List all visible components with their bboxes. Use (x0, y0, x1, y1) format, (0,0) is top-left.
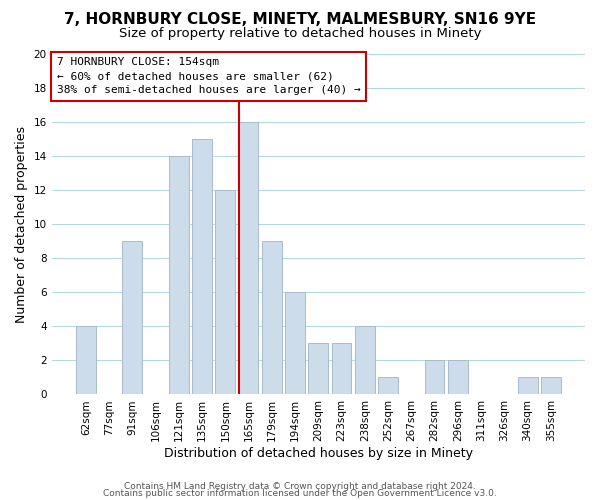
Bar (76, 326, 95, 394)
Bar (355, 326, 375, 394)
Bar (448, 360, 468, 394)
Bar (308, 344, 328, 394)
Text: 7 HORNBURY CLOSE: 154sqm
← 60% of detached houses are smaller (62)
38% of semi-d: 7 HORNBURY CLOSE: 154sqm ← 60% of detach… (57, 58, 361, 96)
Y-axis label: Number of detached properties: Number of detached properties (15, 126, 28, 322)
Bar (378, 378, 398, 394)
Bar (262, 242, 282, 394)
Bar (169, 156, 188, 394)
Text: 7, HORNBURY CLOSE, MINETY, MALMESBURY, SN16 9YE: 7, HORNBURY CLOSE, MINETY, MALMESBURY, S… (64, 12, 536, 28)
X-axis label: Distribution of detached houses by size in Minety: Distribution of detached houses by size … (164, 447, 473, 460)
Bar (332, 344, 352, 394)
Bar (425, 360, 445, 394)
Text: Contains HM Land Registry data © Crown copyright and database right 2024.: Contains HM Land Registry data © Crown c… (124, 482, 476, 491)
Bar (192, 139, 212, 394)
Text: Size of property relative to detached houses in Minety: Size of property relative to detached ho… (119, 28, 481, 40)
Bar (122, 242, 142, 394)
Bar (518, 378, 538, 394)
Bar (239, 122, 259, 394)
Text: Contains public sector information licensed under the Open Government Licence v3: Contains public sector information licen… (103, 490, 497, 498)
Bar (541, 378, 561, 394)
Bar (285, 292, 305, 394)
Bar (215, 190, 235, 394)
